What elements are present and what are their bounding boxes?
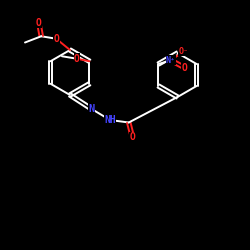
Text: O: O xyxy=(74,54,80,64)
Text: O: O xyxy=(130,132,136,142)
Text: N: N xyxy=(88,104,94,114)
Text: O: O xyxy=(53,34,59,44)
Text: N⁺: N⁺ xyxy=(166,56,176,65)
Text: O⁻: O⁻ xyxy=(178,47,188,56)
Text: NH: NH xyxy=(104,115,116,125)
Text: O: O xyxy=(36,18,42,28)
Text: O: O xyxy=(182,63,188,73)
